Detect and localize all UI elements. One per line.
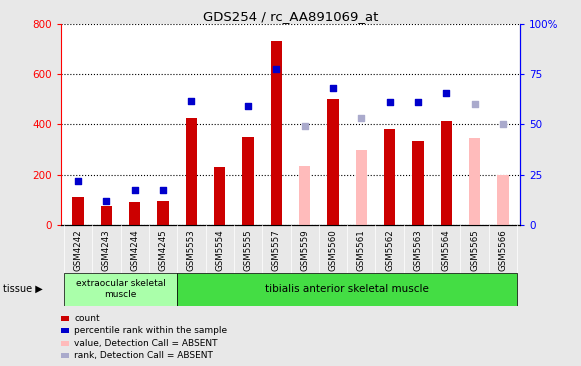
- Point: [300, 123, 309, 128]
- Point: [187, 98, 196, 104]
- Text: GSM5560: GSM5560: [328, 229, 338, 270]
- Text: GSM5555: GSM5555: [243, 229, 253, 270]
- Point: [328, 85, 338, 91]
- Bar: [384, 130, 395, 225]
- Bar: [64, 273, 177, 306]
- Point: [102, 198, 111, 204]
- Bar: [73, 197, 84, 225]
- Text: GSM5566: GSM5566: [498, 229, 507, 270]
- Point: [272, 66, 281, 72]
- Bar: [157, 201, 168, 225]
- Text: GSM5562: GSM5562: [385, 229, 394, 270]
- Text: GSM5561: GSM5561: [357, 229, 366, 270]
- Point: [243, 102, 253, 108]
- Text: GSM5553: GSM5553: [187, 229, 196, 270]
- Bar: [497, 175, 508, 225]
- Text: GSM5557: GSM5557: [272, 229, 281, 270]
- Text: tibialis anterior skeletal muscle: tibialis anterior skeletal muscle: [266, 284, 429, 294]
- Point: [385, 99, 394, 105]
- Bar: [186, 118, 197, 225]
- Point: [73, 178, 83, 184]
- Bar: [327, 99, 339, 225]
- Text: percentile rank within the sample: percentile rank within the sample: [74, 326, 228, 335]
- Bar: [440, 121, 452, 225]
- Text: tissue ▶: tissue ▶: [3, 284, 42, 294]
- Bar: [299, 166, 310, 225]
- Text: GSM4242: GSM4242: [74, 229, 83, 270]
- Bar: [101, 206, 112, 225]
- Bar: [129, 202, 141, 225]
- Text: count: count: [74, 314, 100, 323]
- Text: GSM5564: GSM5564: [442, 229, 451, 270]
- Text: GSM5565: GSM5565: [470, 229, 479, 270]
- Bar: [214, 167, 225, 225]
- Text: rank, Detection Call = ABSENT: rank, Detection Call = ABSENT: [74, 351, 213, 360]
- Bar: [271, 41, 282, 225]
- Title: GDS254 / rc_AA891069_at: GDS254 / rc_AA891069_at: [203, 10, 378, 23]
- Bar: [413, 141, 424, 225]
- Bar: [469, 138, 480, 225]
- Text: GSM5559: GSM5559: [300, 229, 309, 270]
- Bar: [177, 273, 517, 306]
- Text: value, Detection Call = ABSENT: value, Detection Call = ABSENT: [74, 339, 218, 348]
- Point: [413, 99, 422, 105]
- Text: GSM5563: GSM5563: [414, 229, 422, 270]
- Point: [159, 187, 168, 193]
- Text: GSM4244: GSM4244: [130, 229, 139, 270]
- Point: [498, 122, 508, 127]
- Point: [130, 187, 139, 193]
- Text: GSM4243: GSM4243: [102, 229, 111, 270]
- Text: GSM4245: GSM4245: [159, 229, 167, 270]
- Text: GSM5554: GSM5554: [215, 229, 224, 270]
- Point: [357, 115, 366, 121]
- Text: extraocular skeletal
muscle: extraocular skeletal muscle: [76, 279, 166, 299]
- Bar: [356, 150, 367, 225]
- Point: [470, 101, 479, 107]
- Point: [442, 90, 451, 96]
- Bar: [242, 137, 254, 225]
